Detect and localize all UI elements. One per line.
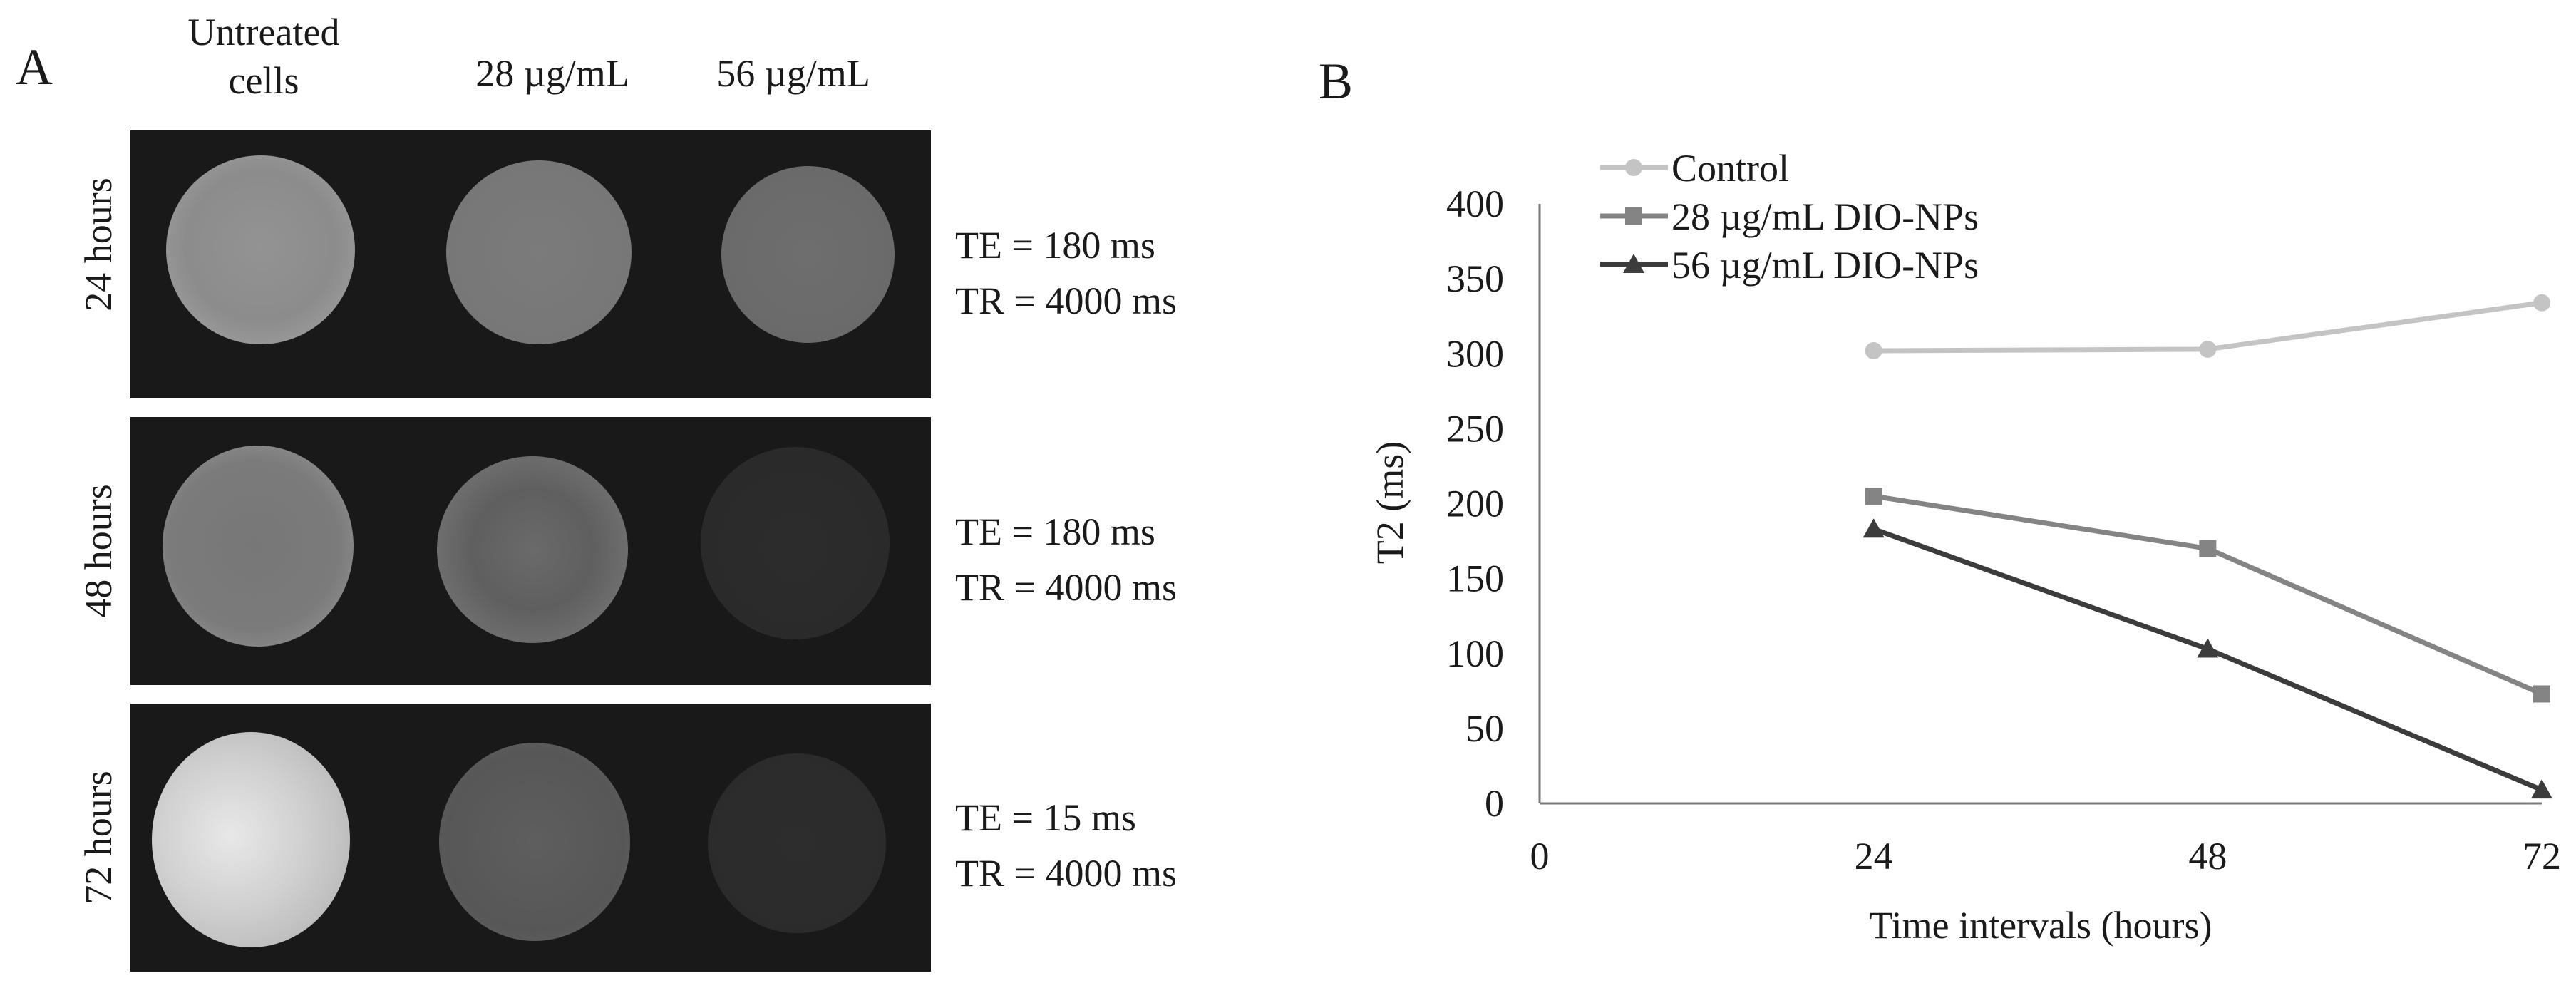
well-56-48h	[701, 447, 890, 639]
tr-48h: TR = 4000 ms	[955, 566, 1177, 609]
series-line-2	[1872, 526, 2543, 793]
x-tick-label: 0	[1530, 835, 1550, 878]
y-tick-label: 0	[1485, 782, 1504, 825]
data-point-0-0	[1865, 342, 1882, 360]
well-56-24h	[721, 166, 895, 343]
column-header-28: 28 µg/mL	[475, 52, 629, 95]
legend-label-1: 28 µg/mL DIO-NPs	[1671, 195, 1979, 238]
chart-ticks: 0 50 100 150 200 250 300 350 400 0 24 48 72	[1446, 182, 2561, 878]
legend-marker-2	[1623, 254, 1644, 273]
params-72h: TE = 15 ms TR = 4000 ms	[955, 790, 1177, 902]
well-untreated-72h	[152, 732, 350, 947]
well-28-48h	[437, 456, 628, 643]
legend-label-2: 56 µg/mL DIO-NPs	[1671, 244, 1979, 287]
mri-strip-72h	[130, 704, 931, 972]
y-tick-label: 100	[1446, 632, 1504, 675]
y-tick-label: 250	[1446, 407, 1504, 450]
chart-axes	[1538, 204, 2542, 805]
data-point-2-1	[2197, 638, 2219, 658]
tr-24h: TR = 4000 ms	[955, 279, 1177, 323]
y-tick-label: 50	[1465, 707, 1504, 750]
x-tick-label: 24	[1855, 835, 1893, 878]
column-header-untreated: Untreated cells	[188, 9, 340, 105]
x-axis-label: Time intervals (hours)	[1870, 904, 2212, 947]
data-point-1-0	[1865, 487, 1882, 505]
params-24h: TE = 180 ms TR = 4000 ms	[955, 217, 1177, 329]
tr-72h: TR = 4000 ms	[955, 852, 1177, 895]
well-28-24h	[446, 160, 632, 344]
y-tick-label: 150	[1446, 557, 1504, 600]
data-point-2-0	[1863, 518, 1885, 538]
x-tick-label: 72	[2523, 835, 2561, 878]
y-tick-label: 400	[1446, 182, 1504, 225]
chart-series	[1863, 294, 2552, 799]
panel-a-letter: A	[16, 38, 53, 96]
chart-legend: Control 28 µg/mL DIO-NPs 56 µg/mL DIO-NPs	[1600, 147, 1979, 287]
data-point-0-2	[2533, 294, 2550, 312]
well-56-72h	[708, 753, 886, 933]
y-tick-label: 350	[1446, 257, 1504, 300]
params-48h: TE = 180 ms TR = 4000 ms	[955, 504, 1177, 616]
well-28-72h	[439, 743, 630, 941]
series-line-1	[1873, 493, 2543, 696]
legend-marker-1	[1625, 207, 1642, 225]
y-tick-label: 200	[1446, 483, 1504, 525]
data-point-2-2	[2531, 779, 2552, 799]
legend-label-0: Control	[1671, 147, 1789, 190]
well-untreated-48h	[163, 446, 354, 647]
column-header-56: 56 µg/mL	[716, 52, 870, 95]
column-header-untreated-text: Untreated cells	[187, 11, 340, 102]
y-tick-label: 300	[1446, 332, 1504, 375]
te-72h: TE = 15 ms	[955, 796, 1136, 839]
y-axis-label: T2 (ms)	[1369, 441, 1411, 564]
panel-b-letter: B	[1319, 53, 1354, 110]
te-48h: TE = 180 ms	[955, 510, 1155, 553]
data-point-1-2	[2533, 685, 2550, 703]
data-point-0-1	[2199, 340, 2217, 358]
well-untreated-24h	[166, 155, 355, 344]
mri-strip-48h	[130, 417, 931, 685]
x-tick-label: 48	[2188, 835, 2227, 878]
mri-strip-24h	[130, 130, 931, 398]
te-24h: TE = 180 ms	[955, 224, 1155, 267]
legend-marker-0	[1625, 159, 1642, 176]
data-point-1-1	[2199, 540, 2217, 557]
